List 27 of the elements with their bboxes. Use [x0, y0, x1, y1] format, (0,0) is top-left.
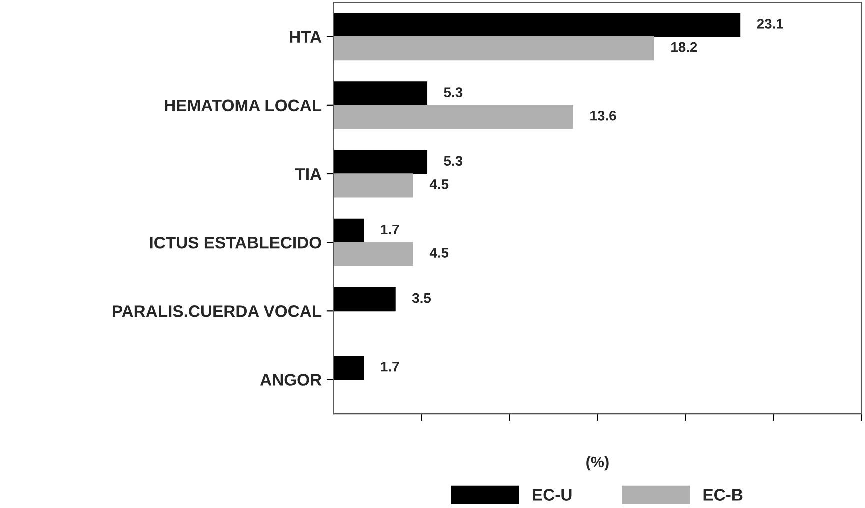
- data-label: 4.5: [430, 180, 449, 190]
- bar: [334, 36, 654, 61]
- y-tick-label: ANGOR: [260, 374, 322, 386]
- y-tick-label: TIA: [295, 168, 322, 180]
- data-label: 5.3: [444, 88, 463, 98]
- data-label: 1.7: [381, 224, 400, 235]
- bar: [334, 174, 414, 198]
- data-label: 18.2: [672, 42, 698, 52]
- y-tick-label: ICTUS ESTABLECIDO: [150, 236, 322, 249]
- bar: [334, 13, 741, 38]
- x-axis-title: (%): [586, 456, 609, 471]
- data-label: 1.7: [381, 362, 400, 372]
- y-tick-label: PARALIS.CUERDA VOCAL: [113, 306, 322, 318]
- bar: [334, 218, 364, 243]
- data-label: 4.5: [430, 248, 449, 258]
- data-label: 3.5: [412, 293, 432, 304]
- bar: [334, 150, 428, 174]
- legend-label: EC-U: [533, 489, 572, 501]
- bar: [334, 242, 414, 266]
- bar: [334, 82, 428, 106]
- data-label: 23.1: [757, 19, 784, 29]
- y-tick-label: HEMATOMA LOCAL: [165, 100, 322, 112]
- data-label: 5.3: [444, 156, 463, 166]
- legend-label: EC-B: [704, 489, 743, 501]
- y-tick-label: HTA: [290, 31, 322, 43]
- data-label: 13.6: [590, 110, 616, 121]
- bar: [334, 104, 574, 130]
